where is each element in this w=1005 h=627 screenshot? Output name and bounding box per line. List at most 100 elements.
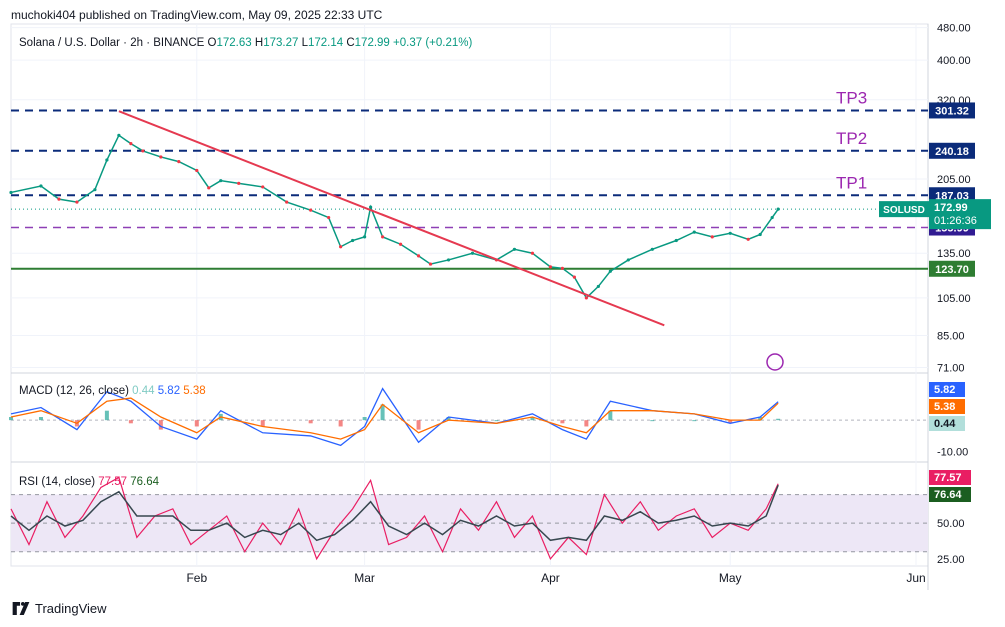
price-tick-label: 205.00 xyxy=(937,174,971,186)
rsi-ma-tag-bg xyxy=(929,487,971,502)
tradingview-footer[interactable]: TradingView xyxy=(11,601,107,616)
macd-histogram-bar xyxy=(104,410,109,421)
macd-value-tag: 5.38 xyxy=(934,401,955,413)
tradingview-logo-icon xyxy=(12,602,30,615)
price-point xyxy=(446,258,451,262)
macd-histogram-bar xyxy=(560,420,565,424)
price-point xyxy=(530,251,535,255)
price-point xyxy=(177,160,181,164)
price-point xyxy=(195,168,199,173)
time-tick-label: Apr xyxy=(541,571,560,585)
macd-histogram-bar xyxy=(494,420,499,422)
price-point xyxy=(692,230,696,234)
rsi-tick-label: 25.00 xyxy=(937,554,965,566)
price-point xyxy=(93,188,97,192)
legend-part: 173.27 xyxy=(263,37,301,49)
macd-histogram-bar xyxy=(308,420,313,424)
level-tag-value: 240.18 xyxy=(935,146,969,158)
price-point xyxy=(416,254,421,258)
macd-value-tag-bg xyxy=(929,382,965,397)
legend-part: 172.63 xyxy=(217,37,255,49)
price-point xyxy=(261,185,265,189)
level-tag-value: 123.70 xyxy=(935,264,969,276)
price-point xyxy=(572,275,576,279)
price-point xyxy=(608,269,612,273)
price-point xyxy=(548,265,553,269)
price-point xyxy=(674,238,678,243)
macd-histogram-bar xyxy=(9,417,13,421)
legend-part: RSI (14, close) xyxy=(19,476,98,488)
legend-part: +0.37 (+0.21%) xyxy=(393,37,472,49)
level-tag-value: 301.32 xyxy=(935,105,969,117)
price-point xyxy=(776,207,780,211)
trendline xyxy=(118,110,665,327)
level-label-tp1: TP1 xyxy=(836,173,867,192)
rsi-ma-line xyxy=(10,484,779,542)
price-point xyxy=(758,232,762,237)
macd-histogram-bar xyxy=(194,420,199,427)
price-point xyxy=(369,205,373,209)
macd-histogram-bar xyxy=(260,420,265,427)
legend-part: 5.82 xyxy=(158,385,184,397)
price-tick-label: 400.00 xyxy=(937,55,971,67)
rsi-legend: RSI (14, close) 77.57 76.64 xyxy=(19,476,160,488)
time-tick-label: Mar xyxy=(354,571,375,585)
price-point xyxy=(237,181,241,185)
macd-histogram-bar xyxy=(38,417,43,421)
macd-histogram-bar xyxy=(776,418,781,421)
price-tick-label: 71.00 xyxy=(937,362,965,374)
macd-histogram-bar xyxy=(728,420,733,424)
legend-part: Solana / U.S. Dollar · 2h · BINANCE xyxy=(19,37,208,49)
macd-histogram-bar xyxy=(530,417,535,421)
legend-part: H xyxy=(255,37,263,49)
price-tick-label: 85.00 xyxy=(937,330,965,342)
alert-lightning-icon xyxy=(766,353,784,371)
chart-legend: Solana / U.S. Dollar · 2h · BINANCE O172… xyxy=(19,37,472,49)
macd-value-tag: 0.44 xyxy=(934,418,956,430)
price-point xyxy=(309,208,313,212)
rsi-value-tag-bg xyxy=(929,470,971,485)
time-tick-label: Feb xyxy=(186,571,207,585)
level-label-tp2: TP2 xyxy=(836,129,867,148)
price-tag-countdown: 01:26:36 xyxy=(934,215,977,227)
legend-part: 0.44 xyxy=(132,385,158,397)
symbol-tag-bg xyxy=(879,201,929,218)
published-header: muchoki404 published on TradingView.com,… xyxy=(11,8,383,22)
price-point xyxy=(207,186,211,190)
rsi-line xyxy=(10,476,779,561)
price-point xyxy=(219,179,223,183)
price-point xyxy=(398,242,403,246)
price-point xyxy=(9,190,13,195)
macd-histogram-bar xyxy=(650,420,655,422)
price-point xyxy=(57,197,61,201)
price-point xyxy=(117,133,121,137)
price-point xyxy=(650,247,654,251)
price-point xyxy=(339,245,343,249)
level-tag-bg xyxy=(929,142,975,159)
macd-histogram-bar xyxy=(158,420,163,430)
legend-part: MACD (12, 26, close) xyxy=(19,385,132,397)
macd-value-tag-bg xyxy=(929,399,965,414)
legend-part: 172.99 xyxy=(355,37,393,49)
macd-tick-label: -10.00 xyxy=(937,447,968,459)
rsi-tick-label: 50.00 xyxy=(937,518,965,530)
macd-histogram-bar xyxy=(380,404,385,421)
macd-value-tag: 5.82 xyxy=(934,384,955,396)
price-point xyxy=(129,142,133,146)
macd-legend: MACD (12, 26, close) 0.44 5.82 5.38 xyxy=(19,385,206,397)
price-point xyxy=(39,184,43,188)
rsi-ma-tag: 76.64 xyxy=(934,489,962,501)
price-point xyxy=(428,262,433,266)
macd-histogram-bar xyxy=(416,420,421,430)
legend-part: O xyxy=(208,37,217,49)
macd-histogram-bar xyxy=(446,417,451,421)
legend-part: 76.64 xyxy=(130,476,159,488)
price-point xyxy=(710,235,714,239)
macd-histogram-bar xyxy=(362,417,367,421)
price-point xyxy=(380,235,385,239)
level-tag-bg xyxy=(929,260,975,277)
macd-histogram-bar xyxy=(608,410,613,421)
time-tick-label: May xyxy=(719,571,742,585)
price-series-line xyxy=(10,134,779,300)
